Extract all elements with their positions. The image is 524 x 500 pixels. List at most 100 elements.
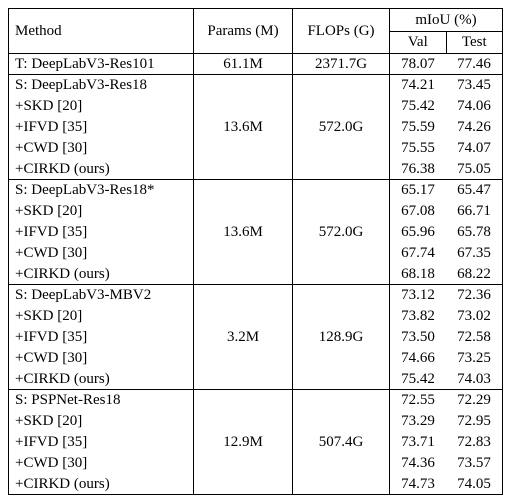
header-test: Test: [445, 30, 503, 54]
flops-cell: 572.0G: [292, 74, 390, 180]
val-cell: 75.42: [389, 368, 446, 390]
table-row: +CWD [30] 74.36 73.57: [8, 452, 503, 474]
method-cell: +SKD [20]: [8, 200, 194, 222]
table-row: +IFVD [35] 65.96 65.78: [8, 221, 503, 243]
header-params: Params (M): [193, 8, 293, 54]
table-row: S: PSPNet-Res18 12.9M 507.4G 72.55 72.29: [8, 388, 503, 495]
method-cell: +CIRKD (ours): [8, 473, 194, 495]
val-cell: 76.38: [389, 158, 446, 180]
table-row: +SKD [20] 75.42 74.06: [8, 95, 503, 117]
method-cell: +CIRKD (ours): [8, 263, 194, 285]
method-cell: +IFVD [35]: [8, 326, 194, 348]
val-cell: 74.36: [389, 452, 446, 474]
table-row: +CIRKD (ours) 76.38 75.05: [8, 158, 503, 180]
method-cell: S: DeepLabV3-MBV2: [8, 283, 194, 306]
val-cell: 73.82: [389, 305, 446, 327]
test-cell: 72.95: [446, 410, 503, 432]
test-cell: 73.25: [446, 347, 503, 369]
table-row: +SKD [20] 73.29 72.95: [8, 410, 503, 432]
table-row: +CIRKD (ours) 68.18 68.22: [8, 263, 503, 285]
header-miou: mIoU (%): [389, 8, 503, 32]
table-row: +SKD [20] 67.08 66.71: [8, 200, 503, 222]
flops-cell: 507.4G: [292, 388, 390, 495]
val-cell: 73.12: [389, 283, 446, 306]
method-cell: +CWD [30]: [8, 347, 194, 369]
val-cell: 75.42: [389, 95, 446, 117]
val-cell: 74.66: [389, 347, 446, 369]
table-row: +CWD [30] 75.55 74.07: [8, 137, 503, 159]
method-cell: +SKD [20]: [8, 95, 194, 117]
method-cell: +SKD [20]: [8, 305, 194, 327]
test-cell: 73.45: [446, 73, 503, 96]
test-cell: 74.06: [446, 95, 503, 117]
method-cell: S: DeepLabV3-Res18: [8, 73, 194, 96]
teacher-row: T: DeepLabV3-Res101 61.1M 2371.7G 78.07 …: [8, 53, 503, 75]
header-method: Method: [8, 8, 194, 54]
val-cell: 73.71: [389, 431, 446, 453]
val-cell: 75.55: [389, 137, 446, 159]
val-cell: 74.73: [389, 473, 446, 495]
params-cell: 13.6M: [193, 178, 293, 285]
table-row: S: DeepLabV3-MBV2 3.2M 128.9G 73.12 72.36: [8, 283, 503, 390]
method-cell: +IFVD [35]: [8, 431, 194, 453]
val-cell: 67.08: [389, 200, 446, 222]
flops-cell: 572.0G: [292, 178, 390, 285]
table-row: +IFVD [35] 73.50 72.58: [8, 326, 503, 348]
table-row: +CWD [30] 74.66 73.25: [8, 347, 503, 369]
method-cell: S: DeepLabV3-Res18*: [8, 178, 194, 201]
results-table: Method Params (M) FLOPs (G) mIoU (%) Val…: [8, 8, 503, 495]
method-cell: S: PSPNet-Res18: [8, 388, 194, 411]
val-cell: 65.17: [389, 178, 446, 201]
teacher-method: T: DeepLabV3-Res101: [8, 53, 194, 75]
params-cell: 12.9M: [193, 388, 293, 495]
test-cell: 74.05: [446, 473, 503, 495]
test-cell: 68.22: [446, 263, 503, 285]
method-cell: +CWD [30]: [8, 452, 194, 474]
test-cell: 74.26: [446, 116, 503, 138]
test-cell: 66.71: [446, 200, 503, 222]
test-cell: 65.47: [446, 178, 503, 201]
method-cell: +CWD [30]: [8, 137, 194, 159]
header-val: Val: [389, 30, 447, 54]
method-cell: +SKD [20]: [8, 410, 194, 432]
flops-cell: 128.9G: [292, 283, 390, 390]
test-cell: 75.05: [446, 158, 503, 180]
test-cell: 72.29: [446, 388, 503, 411]
table-row: +CWD [30] 67.74 67.35: [8, 242, 503, 264]
header-flops: FLOPs (G): [292, 8, 390, 54]
table-row: S: DeepLabV3-Res18 13.6M 572.0G 74.21 73.45: [8, 73, 503, 180]
test-cell: 67.35: [446, 242, 503, 264]
table-row: S: DeepLabV3-Res18* 13.6M 572.0G 65.17 65.47: [8, 178, 503, 285]
test-cell: 72.58: [446, 326, 503, 348]
val-cell: 75.59: [389, 116, 446, 138]
test-cell: 73.02: [446, 305, 503, 327]
method-cell: +CWD [30]: [8, 242, 194, 264]
val-cell: 73.29: [389, 410, 446, 432]
test-cell: 72.36: [446, 283, 503, 306]
table-row: +CIRKD (ours) 75.42 74.03: [8, 368, 503, 390]
table-row: +IFVD [35] 73.71 72.83: [8, 431, 503, 453]
val-cell: 73.50: [389, 326, 446, 348]
test-cell: 74.07: [446, 137, 503, 159]
val-cell: 65.96: [389, 221, 446, 243]
val-cell: 68.18: [389, 263, 446, 285]
table-row: +IFVD [35] 75.59 74.26: [8, 116, 503, 138]
test-cell: 72.83: [446, 431, 503, 453]
teacher-test: 77.46: [446, 53, 503, 75]
table-row: +CIRKD (ours) 74.73 74.05: [8, 473, 503, 495]
params-cell: 13.6M: [193, 74, 293, 180]
teacher-flops: 2371.7G: [292, 53, 390, 75]
method-cell: +CIRKD (ours): [8, 158, 194, 180]
table-row: +SKD [20] 73.82 73.02: [8, 305, 503, 327]
method-cell: +CIRKD (ours): [8, 368, 194, 390]
test-cell: 73.57: [446, 452, 503, 474]
teacher-val: 78.07: [389, 53, 446, 75]
method-cell: +IFVD [35]: [8, 116, 194, 138]
params-cell: 3.2M: [193, 283, 293, 390]
method-cell: +IFVD [35]: [8, 221, 194, 243]
test-cell: 65.78: [446, 221, 503, 243]
test-cell: 74.03: [446, 368, 503, 390]
val-cell: 74.21: [389, 73, 446, 96]
header-row: Method Params (M) FLOPs (G) mIoU (%): [8, 8, 503, 54]
val-cell: 67.74: [389, 242, 446, 264]
